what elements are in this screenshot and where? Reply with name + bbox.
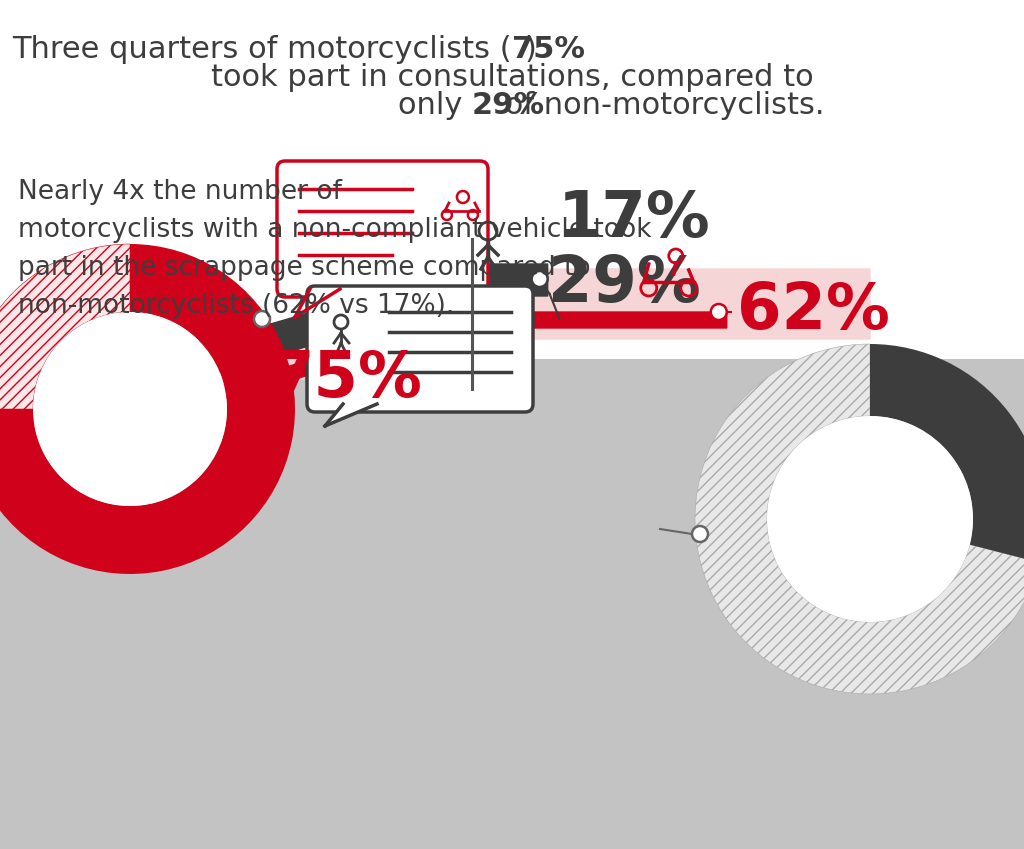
Text: part in the scrappage scheme compared to: part in the scrappage scheme compared to — [18, 255, 591, 281]
Polygon shape — [325, 404, 377, 426]
Text: 29%: 29% — [548, 253, 700, 315]
FancyBboxPatch shape — [278, 161, 488, 297]
Text: 29%: 29% — [472, 91, 545, 120]
Polygon shape — [295, 289, 340, 317]
Circle shape — [692, 526, 708, 542]
FancyBboxPatch shape — [307, 286, 534, 412]
Text: 17%: 17% — [558, 188, 711, 250]
Circle shape — [254, 311, 270, 327]
Wedge shape — [870, 344, 1024, 563]
Text: 62%: 62% — [736, 280, 890, 342]
Text: took part in consultations, compared to: took part in consultations, compared to — [211, 63, 813, 92]
Text: 75%: 75% — [512, 35, 585, 64]
Circle shape — [711, 304, 727, 320]
Text: only: only — [398, 91, 472, 120]
Text: non-motorcyclists (62% vs 17%).: non-motorcyclists (62% vs 17%). — [18, 293, 455, 319]
Circle shape — [531, 271, 548, 287]
Text: ): ) — [524, 35, 537, 64]
Polygon shape — [0, 312, 727, 424]
Text: 75%: 75% — [270, 348, 423, 410]
Wedge shape — [0, 244, 295, 574]
Polygon shape — [0, 264, 548, 400]
Wedge shape — [695, 344, 1024, 694]
Bar — [0, 359, 1024, 849]
Text: Nearly 4x the number of: Nearly 4x the number of — [18, 179, 342, 205]
Text: motorcyclists with a non-compliant vehicle took: motorcyclists with a non-compliant vehic… — [18, 217, 651, 243]
Text: of non-motorcyclists.: of non-motorcyclists. — [495, 91, 824, 120]
Circle shape — [767, 416, 973, 622]
Circle shape — [33, 312, 227, 506]
Polygon shape — [0, 269, 870, 422]
Wedge shape — [0, 244, 130, 409]
Text: Three quarters of motorcyclists (: Three quarters of motorcyclists ( — [12, 35, 512, 64]
